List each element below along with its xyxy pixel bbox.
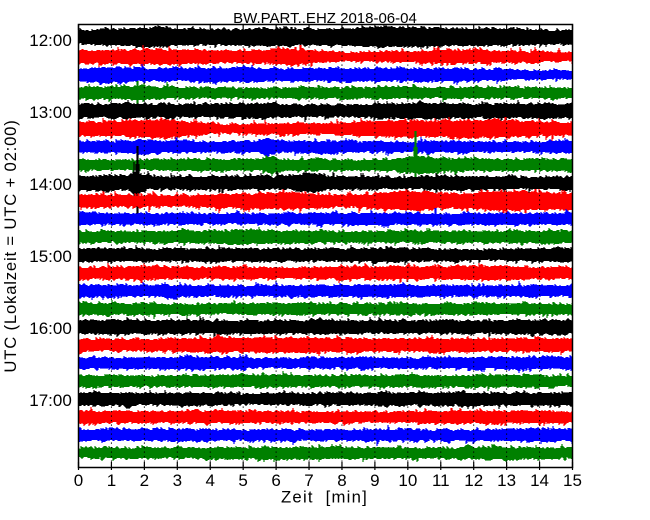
svg-text:14:00: 14:00 bbox=[29, 175, 72, 194]
svg-text:13: 13 bbox=[497, 471, 516, 490]
svg-text:2: 2 bbox=[140, 471, 149, 490]
svg-text:10: 10 bbox=[398, 471, 417, 490]
svg-text:17:00: 17:00 bbox=[29, 391, 72, 410]
svg-text:9: 9 bbox=[370, 471, 379, 490]
svg-text:8: 8 bbox=[337, 471, 346, 490]
svg-text:12:00: 12:00 bbox=[29, 31, 72, 50]
svg-text:14: 14 bbox=[530, 471, 549, 490]
svg-text:15:00: 15:00 bbox=[29, 247, 72, 266]
svg-text:13:00: 13:00 bbox=[29, 103, 72, 122]
svg-text:11: 11 bbox=[432, 471, 450, 490]
svg-text:3: 3 bbox=[173, 471, 182, 490]
svg-text:5: 5 bbox=[238, 471, 247, 490]
svg-text:15: 15 bbox=[563, 471, 582, 490]
svg-text:7: 7 bbox=[304, 471, 313, 490]
svg-text:UTC (Lokalzeit = UTC + 02:00): UTC (Lokalzeit = UTC + 02:00) bbox=[1, 119, 20, 372]
svg-text:0: 0 bbox=[74, 471, 83, 490]
svg-text:12: 12 bbox=[464, 471, 483, 490]
svg-text:16:00: 16:00 bbox=[29, 319, 72, 338]
svg-text:BW.PART..EHZ 2018-06-04: BW.PART..EHZ 2018-06-04 bbox=[233, 10, 417, 27]
svg-text:Zeit [min]: Zeit [min] bbox=[281, 488, 368, 507]
svg-text:6: 6 bbox=[271, 471, 280, 490]
svg-text:1: 1 bbox=[107, 471, 116, 490]
svg-text:4: 4 bbox=[205, 471, 214, 490]
